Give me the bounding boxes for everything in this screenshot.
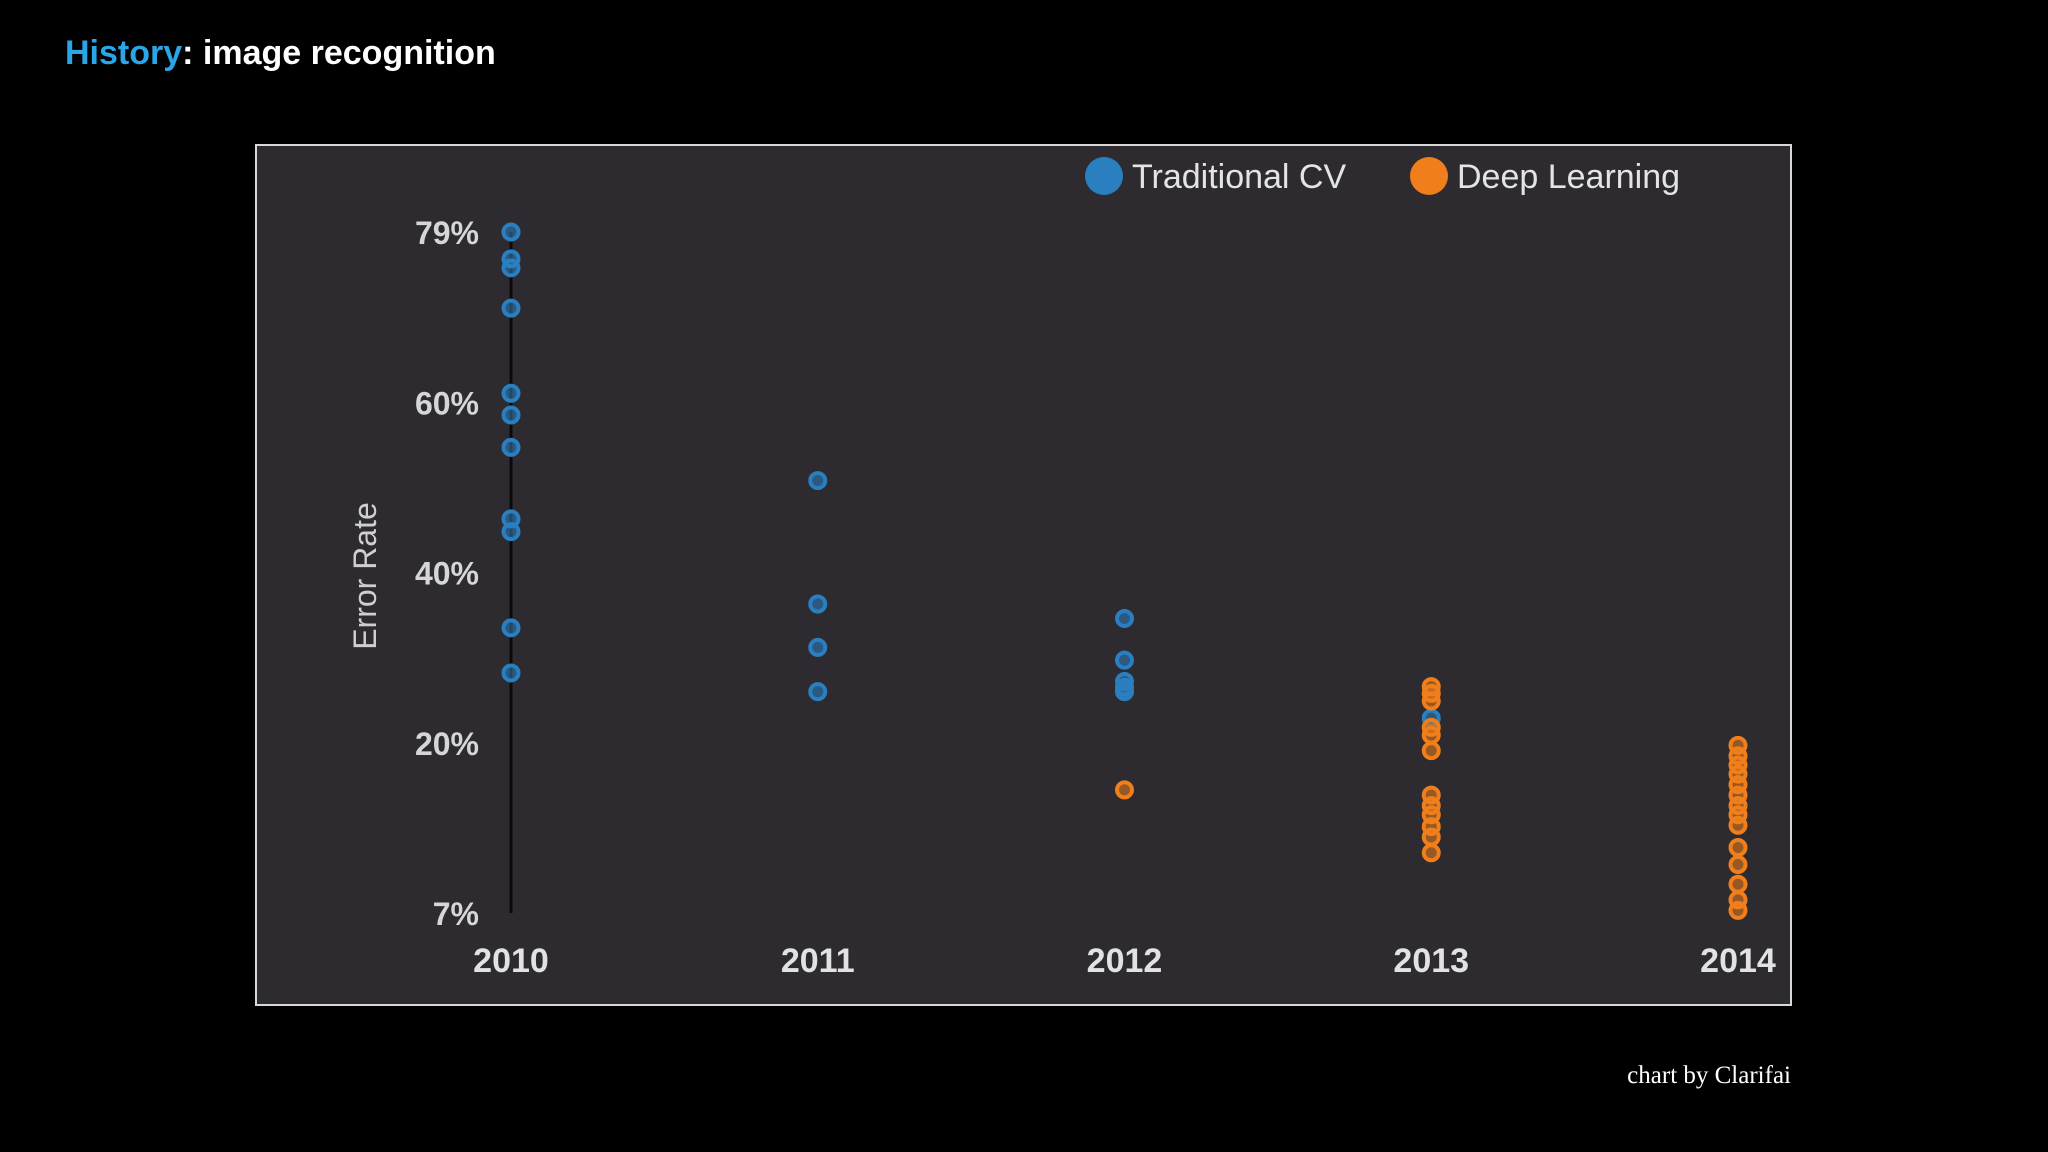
x-tick-label: 2014 — [1700, 942, 1776, 980]
data-point-deep-learning — [1421, 691, 1441, 711]
y-tick-labels: 79% 60% 40% 20% 7% — [415, 215, 479, 932]
slide-title: History: image recognition — [65, 34, 496, 73]
x-tick-label: 2011 — [781, 942, 855, 980]
legend-label-deep-learning: Deep Learning — [1457, 158, 1680, 196]
chart-credit: chart by Clarifai — [1627, 1062, 1791, 1089]
data-point-deep-learning — [1728, 874, 1748, 894]
data-point-deep-learning — [1728, 855, 1748, 875]
data-point-traditional-cv — [1115, 682, 1134, 702]
data-point-traditional-cv — [808, 682, 828, 702]
y-tick-label: 40% — [415, 556, 479, 592]
y-tick-label: 60% — [415, 385, 479, 421]
legend-label-traditional-cv: Traditional CV — [1132, 158, 1346, 196]
data-point-traditional-cv — [501, 258, 521, 278]
data-point-traditional-cv — [501, 522, 521, 542]
legend-marker-deep-learning — [1410, 157, 1448, 195]
data-point-deep-learning — [1421, 827, 1441, 847]
x-tick-label: 2013 — [1393, 942, 1469, 980]
data-point-deep-learning — [1421, 843, 1441, 863]
data-points — [501, 222, 1748, 920]
data-point-traditional-cv — [1115, 650, 1134, 670]
legend: Traditional CV Deep Learning — [1085, 157, 1680, 196]
data-point-traditional-cv — [1115, 608, 1134, 628]
slide-title-rest: : image recognition — [182, 34, 496, 72]
data-point-deep-learning — [1115, 780, 1134, 800]
data-point-deep-learning — [1421, 725, 1441, 745]
x-tick-labels: 2010 2011 2012 2013 2014 — [473, 942, 1776, 980]
data-point-deep-learning — [1421, 741, 1441, 761]
data-point-traditional-cv — [808, 594, 828, 614]
data-point-deep-learning — [1728, 900, 1748, 920]
data-point-traditional-cv — [501, 405, 521, 425]
data-point-traditional-cv — [501, 618, 521, 638]
data-point-traditional-cv — [501, 383, 521, 403]
y-tick-label: 79% — [415, 215, 479, 251]
y-tick-label: 7% — [433, 896, 479, 932]
data-point-traditional-cv — [808, 471, 828, 491]
data-point-traditional-cv — [501, 663, 521, 683]
x-tick-label: 2010 — [473, 942, 549, 980]
slide-title-accent: History — [65, 34, 183, 72]
x-tick-label: 2012 — [1087, 942, 1163, 980]
data-point-deep-learning — [1728, 838, 1748, 858]
error-rate-scatter-chart: 79% 60% 40% 20% 7% 2010 2011 2012 2013 2014 Erro… — [347, 157, 1776, 980]
data-point-traditional-cv — [501, 222, 521, 242]
data-point-deep-learning — [1728, 815, 1748, 835]
y-tick-label: 20% — [415, 726, 479, 762]
data-point-traditional-cv — [808, 637, 828, 657]
y-axis-label: Error Rate — [347, 502, 383, 650]
data-point-traditional-cv — [501, 437, 521, 457]
legend-marker-traditional-cv — [1085, 157, 1123, 195]
data-point-traditional-cv — [501, 298, 521, 318]
chart-frame: 79% 60% 40% 20% 7% 2010 2011 2012 2013 2014 Erro… — [255, 144, 1792, 1006]
